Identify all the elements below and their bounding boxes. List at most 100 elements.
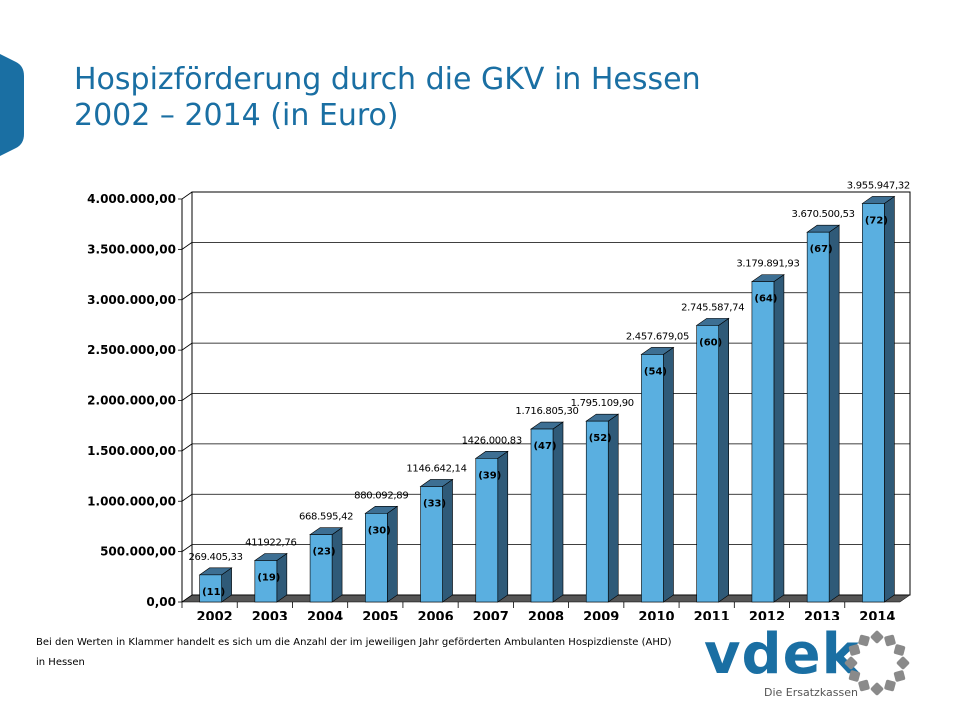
bar-side <box>387 505 398 603</box>
gridline-depth <box>181 493 193 502</box>
x-tick-label: 2012 <box>749 610 785 620</box>
bar <box>585 420 609 603</box>
bar-count-label: (11) <box>202 587 225 598</box>
logo-wordmark: vdek <box>704 622 860 687</box>
logo-subtitle: Die Ersatzkassen <box>764 686 858 699</box>
bar <box>199 574 222 603</box>
y-tick-label: 4.000.000,00 <box>87 192 176 206</box>
x-tick-label: 2007 <box>473 610 509 620</box>
gridline-depth <box>181 342 193 351</box>
bar-count-label: (64) <box>754 294 777 305</box>
gridline-depth <box>181 191 193 200</box>
bar-chart: 0,00 500.000,00 1.000.000,00 1.500.000,00 2.… <box>87 180 911 620</box>
bar-value-label: 1146.642,14 <box>406 463 466 474</box>
bar-value-label: 3.670.500,53 <box>792 209 855 220</box>
x-tick-label: 2011 <box>694 610 730 620</box>
x-tick-label: 2014 <box>859 610 895 620</box>
bar-value-label: 3.179.891,93 <box>736 259 799 270</box>
bar-value-label: 269.405,33 <box>188 552 242 563</box>
logo-ring-dot <box>844 656 858 670</box>
logo-ring-dot <box>858 679 870 692</box>
x-tick-label: 2003 <box>252 610 288 620</box>
bar-value-label: 411922,76 <box>245 537 296 548</box>
x-tick-label: 2005 <box>362 610 398 620</box>
bar-value-label: 1.795.109,90 <box>571 398 634 409</box>
gridline-depth <box>181 242 193 250</box>
y-tick-label: 1.500.000,00 <box>87 444 176 458</box>
bar-count-label: (67) <box>810 244 833 255</box>
gridline-depth <box>181 292 193 301</box>
vdek-logo: vdek Die Ersatzkassen <box>700 622 920 708</box>
bar <box>806 231 830 603</box>
bar-side <box>663 346 674 603</box>
bar <box>751 281 775 603</box>
gridline-depth <box>181 594 193 603</box>
footnote-line-1: Bei den Werten in Klammer handelt es sic… <box>36 637 672 648</box>
logo-ring-dot <box>893 670 906 682</box>
title-line-1: Hospizförderung durch die GKV in Hessen <box>74 62 701 97</box>
bar-count-label: (39) <box>478 470 501 481</box>
bar-side <box>331 527 343 603</box>
bar <box>365 513 388 603</box>
bar <box>309 534 333 603</box>
logo-ring-dot <box>870 630 884 644</box>
y-tick-label: 3.500.000,00 <box>87 242 176 256</box>
bar-count-label: (19) <box>257 572 280 583</box>
bar-count-label: (33) <box>423 498 446 509</box>
y-tick-label: 2.000.000,00 <box>87 394 176 408</box>
bar <box>696 325 719 603</box>
x-tick-label: 2004 <box>307 610 343 620</box>
x-tick-label: 2002 <box>197 610 233 620</box>
page-title: Hospizförderung durch die GKV in Hessen … <box>74 62 701 134</box>
side-tab-shape <box>0 54 24 156</box>
bar-count-label: (60) <box>699 337 722 348</box>
bar-count-label: (23) <box>313 547 336 558</box>
y-tick-label: 1.000.000,00 <box>87 494 176 508</box>
bar-side <box>884 195 895 603</box>
bar-count-label: (54) <box>644 366 667 377</box>
y-tick-label: 0,00 <box>146 595 176 609</box>
x-tick-label: 2009 <box>583 610 619 620</box>
footnote-line-2: in Hessen <box>36 657 85 668</box>
x-tick-label: 2006 <box>417 610 453 620</box>
y-tick-label: 500.000,00 <box>100 545 176 559</box>
title-line-2: 2002 – 2014 (in Euro) <box>74 98 399 133</box>
logo-ring-dot <box>896 656 910 670</box>
bar-count-label: (72) <box>865 215 888 226</box>
y-tick-label: 3.000.000,00 <box>87 293 176 307</box>
bar-value-label: 2.745.587,74 <box>681 302 744 313</box>
bar <box>420 486 443 603</box>
gridline-depth <box>181 544 193 552</box>
bar-value-label: 2.457.679,05 <box>626 331 689 342</box>
logo-ring-icon <box>844 630 910 696</box>
bar <box>254 560 278 603</box>
bar-value-label: 3.955.947,32 <box>847 180 910 191</box>
x-tick-label: 2013 <box>804 610 840 620</box>
logo-ring-dot <box>870 682 884 696</box>
bar <box>862 203 885 603</box>
x-tick-label: 2008 <box>528 610 564 620</box>
bar-side <box>718 317 729 603</box>
logo-ring-dot <box>858 634 870 647</box>
bar <box>530 428 554 603</box>
logo-ring-dot <box>884 634 896 647</box>
logo-ring-dot <box>893 644 906 656</box>
bar-value-label: 1426.000,83 <box>462 435 522 446</box>
bar-count-label: (30) <box>368 525 391 536</box>
bar-count-label: (52) <box>589 433 612 444</box>
bar-value-label: 1.716.805,30 <box>515 406 578 417</box>
logo-ring-dot <box>848 670 861 682</box>
bar-count-label: (47) <box>533 441 556 452</box>
gridline-depth <box>181 443 193 452</box>
bar-side <box>828 224 840 603</box>
y-tick-label: 2.500.000,00 <box>87 343 176 357</box>
bar-value-label: 668.595,42 <box>299 512 353 523</box>
bar <box>641 354 664 603</box>
x-tick-label: 2010 <box>638 610 674 620</box>
bar-side <box>773 274 785 603</box>
gridline-depth <box>181 393 193 401</box>
bar <box>475 458 499 603</box>
bar-value-label: 880.092,89 <box>354 490 408 501</box>
logo-ring-dot <box>848 644 861 656</box>
logo-ring-dot <box>884 679 896 692</box>
